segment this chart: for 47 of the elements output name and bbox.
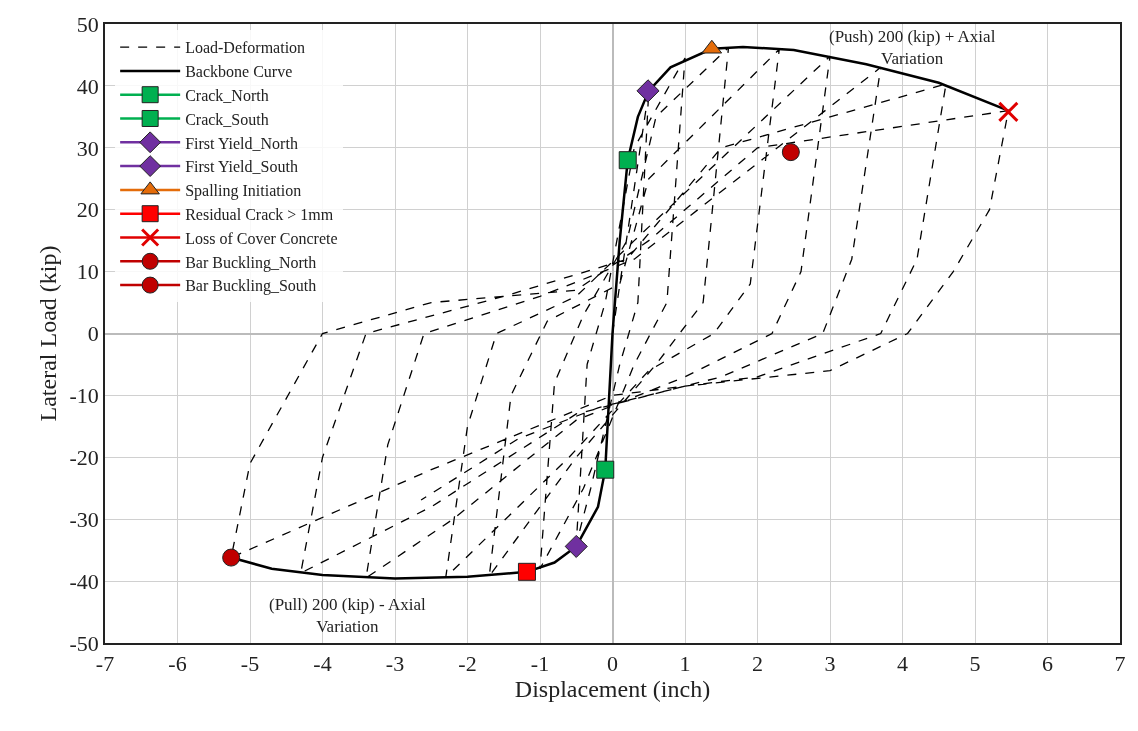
legend-label: Residual Crack > 1mm	[185, 205, 334, 223]
legend-label: First Yield_North	[185, 134, 298, 152]
point	[997, 101, 1019, 123]
x-tick-label: 4	[897, 651, 908, 677]
x-tick-label: -6	[168, 651, 187, 677]
legend-label: Load-Deformation	[185, 39, 306, 57]
y-axis-title: Lateral Load (kip)	[35, 245, 62, 422]
x-tick-label: -1	[530, 651, 550, 677]
x-tick-label: -5	[240, 651, 260, 677]
point	[517, 562, 536, 581]
y-tick-label: -20	[69, 445, 99, 470]
legend-label: First Yield_South	[185, 158, 298, 176]
y-tick-label: 10	[76, 259, 99, 285]
y-tick-label: 50	[76, 11, 99, 37]
x-tick-label: -3	[385, 651, 405, 677]
legend-label: Backbone Curve	[185, 63, 293, 81]
legend-label: Spalling Initiation	[185, 182, 302, 201]
y-tick-label: 30	[76, 135, 99, 161]
x-tick-label: 7	[1114, 651, 1126, 677]
y-tick-label: -10	[69, 383, 99, 409]
point	[781, 143, 800, 162]
x-tick-label: -2	[458, 651, 477, 677]
y-tick-label: 0	[87, 321, 99, 347]
point	[564, 534, 588, 558]
x-tick-label: 5	[969, 651, 981, 677]
point	[596, 460, 615, 479]
point	[618, 151, 637, 170]
x-tick-label: 1	[679, 651, 691, 677]
x-tick-label: 6	[1042, 651, 1053, 677]
legend-label: Bar Buckling_North	[185, 253, 317, 272]
y-tick-label: -40	[69, 568, 99, 594]
x-tick-label: 0	[607, 651, 618, 677]
x-tick-label: 3	[824, 651, 836, 677]
x-tick-label: -4	[313, 651, 332, 677]
point	[222, 548, 241, 567]
legend-label: Crack_South	[185, 110, 269, 128]
x-tick-label: 2	[752, 651, 763, 677]
point	[636, 79, 660, 103]
x-axis-title: Displacement (inch)	[514, 676, 711, 703]
y-tick-label: 20	[76, 197, 99, 223]
annotation: (Pull) 200 (kip) - Axial Variation	[269, 595, 427, 637]
legend-label: Loss of Cover Concrete	[185, 229, 338, 247]
y-tick-label: 40	[76, 73, 99, 99]
annotation: (Push) 200 (kip) + Axial Variation	[829, 27, 996, 69]
y-tick-label: -30	[69, 506, 99, 532]
legend-label: Bar Buckling_South	[185, 277, 317, 296]
legend-label: Crack_North	[185, 86, 269, 104]
